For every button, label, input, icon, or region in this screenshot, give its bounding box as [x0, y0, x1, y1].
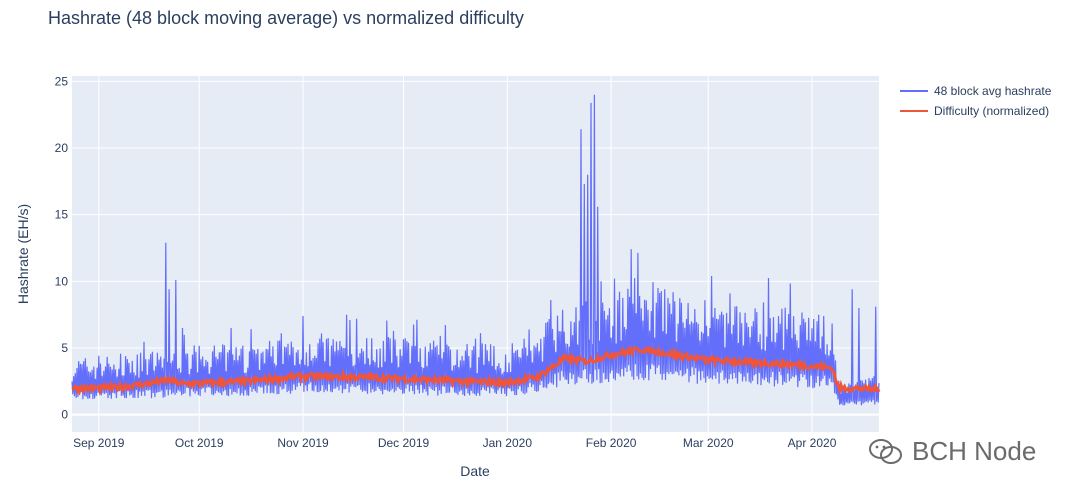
series-difficulty — [71, 344, 881, 397]
y-tick-label: 15 — [55, 208, 69, 222]
legend-label-difficulty: Difficulty (normalized) — [934, 104, 1049, 118]
y-tick-label: 20 — [55, 141, 69, 155]
y-tick-label: 25 — [55, 74, 69, 88]
difficulty-line — [71, 344, 881, 397]
wechat-icon — [869, 438, 902, 464]
x-tick-label: Oct 2019 — [175, 436, 224, 450]
x-tick-label: Jan 2020 — [483, 436, 533, 450]
legend-item-difficulty[interactable]: Difficulty (normalized) — [900, 104, 1049, 118]
y-tick-labels: 0 5 10 15 20 25 — [55, 74, 69, 421]
x-tick-label: Mar 2020 — [683, 436, 734, 450]
x-tick-label: Apr 2020 — [788, 436, 837, 450]
y-axis-title: Hashrate (EH/s) — [15, 204, 31, 304]
x-tick-labels: Sep 2019 Oct 2019 Nov 2019 Dec 2019 Jan 2020… — [73, 436, 837, 450]
legend[interactable]: 48 block avg hashrate Difficulty (normal… — [900, 84, 1052, 118]
watermark-text: BCH Node — [912, 436, 1037, 466]
chart-title: Hashrate (48 block moving average) vs no… — [48, 8, 524, 28]
x-tick-label: Nov 2019 — [277, 436, 329, 450]
legend-item-hashrate[interactable]: 48 block avg hashrate — [900, 84, 1052, 98]
y-tick-label: 5 — [61, 341, 68, 355]
y-tick-label: 10 — [55, 274, 69, 288]
x-tick-label: Sep 2019 — [73, 436, 125, 450]
watermark: BCH Node — [868, 436, 1036, 467]
y-tick-label: 0 — [61, 408, 68, 422]
x-tick-label: Feb 2020 — [586, 436, 637, 450]
legend-label-hashrate: 48 block avg hashrate — [934, 84, 1052, 98]
x-axis-title: Date — [460, 463, 490, 479]
x-tick-label: Dec 2019 — [378, 436, 430, 450]
